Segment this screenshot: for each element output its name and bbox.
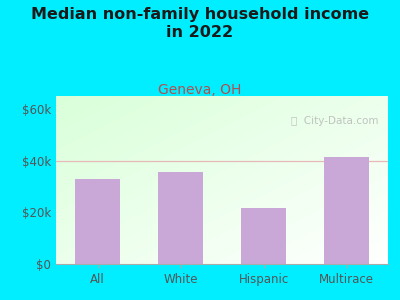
Text: Median non-family household income
in 2022: Median non-family household income in 20…	[31, 8, 369, 40]
Bar	[324, 157, 369, 264]
Text: Geneva, OH: Geneva, OH	[158, 82, 242, 97]
Text: ⓘ  City-Data.com: ⓘ City-Data.com	[290, 116, 378, 126]
Bar	[241, 208, 286, 264]
Bar	[75, 179, 120, 264]
Bar	[158, 172, 203, 264]
